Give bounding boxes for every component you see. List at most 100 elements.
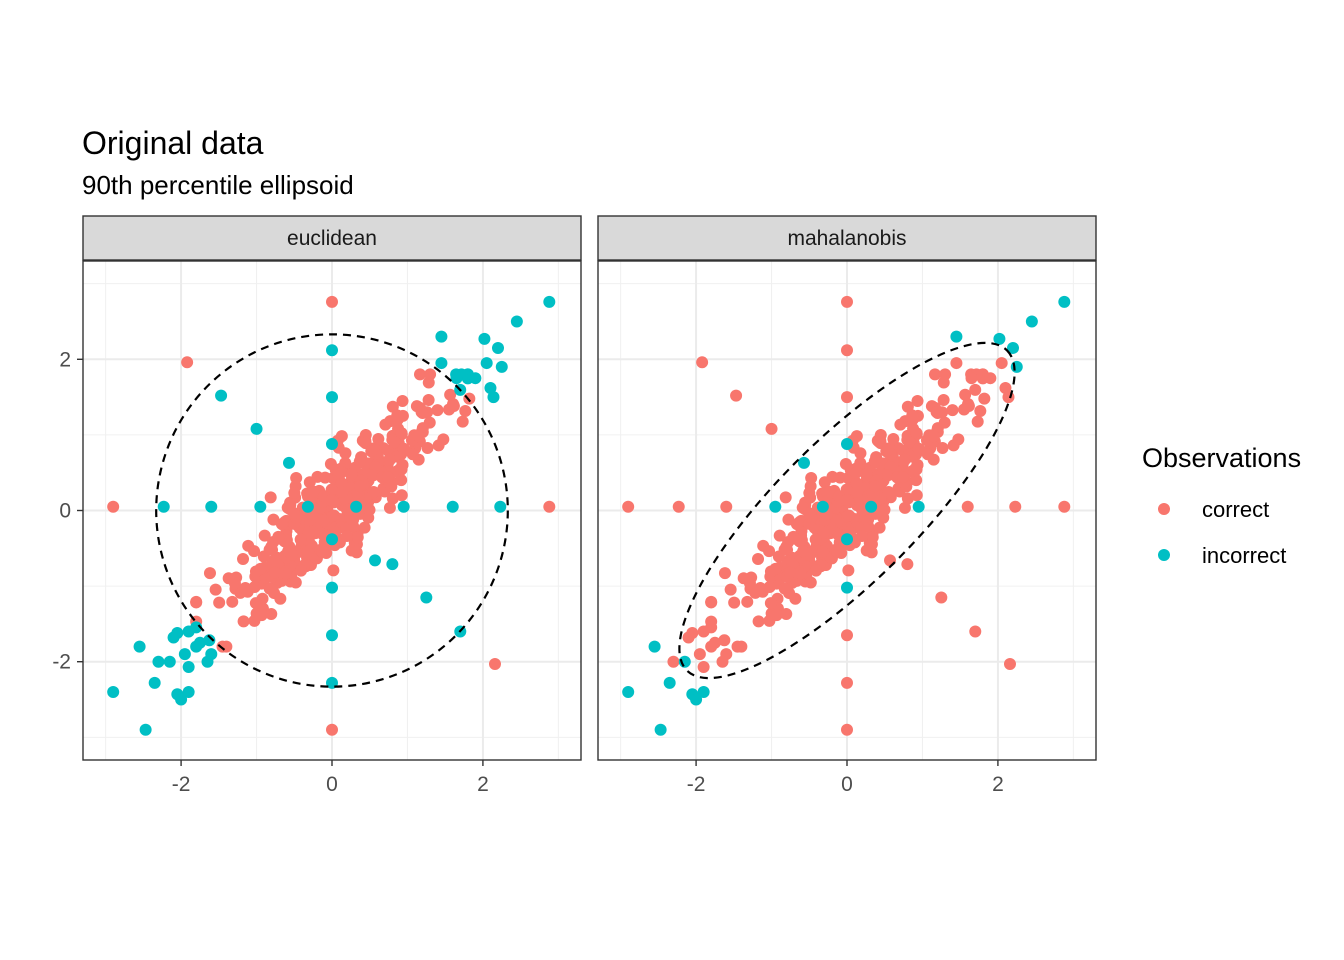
data-point-incorrect [622, 685, 635, 698]
data-point-incorrect [654, 723, 667, 736]
data-point-correct [327, 564, 340, 577]
data-point-correct [326, 295, 338, 308]
data-point-correct [463, 392, 476, 405]
data-point-correct [365, 445, 378, 458]
data-point-incorrect [492, 341, 504, 354]
data-point-incorrect [326, 533, 338, 546]
data-point-incorrect [282, 456, 295, 469]
data-point-correct [255, 609, 268, 622]
data-point-correct [395, 489, 408, 502]
data-point-correct [770, 609, 783, 622]
data-point-correct [850, 466, 863, 479]
data-point-correct [264, 491, 277, 504]
data-point-correct [804, 576, 817, 589]
panel-mahalanobis: mahalanobis -2 0 2 [597, 215, 1097, 796]
data-point-correct [842, 509, 855, 522]
data-point-incorrect [663, 676, 676, 689]
data-point-incorrect [435, 330, 448, 343]
data-point-correct [950, 357, 963, 370]
data-point-correct [367, 485, 380, 498]
data-point-incorrect [993, 332, 1006, 345]
data-point-correct [841, 344, 853, 357]
data-point-correct [780, 608, 793, 621]
data-point-incorrect [1025, 315, 1038, 328]
data-point-correct [765, 422, 778, 435]
chart-title: Original data [82, 125, 264, 161]
data-point-correct [237, 615, 250, 628]
data-point-incorrect [167, 631, 180, 644]
data-point-correct [353, 480, 366, 493]
data-point-incorrect [480, 357, 493, 370]
data-point-correct [290, 471, 303, 484]
data-point-correct [697, 661, 710, 674]
x-tick-label: -2 [172, 773, 191, 796]
data-point-correct [826, 470, 839, 483]
data-point-correct [326, 723, 338, 736]
data-point-correct [935, 591, 948, 604]
data-point-correct [841, 676, 853, 689]
y-axis: -2 0 2 [52, 348, 83, 674]
data-point-correct [413, 368, 426, 381]
data-point-incorrect [495, 360, 508, 373]
data-point-incorrect [543, 295, 556, 308]
x-tick-label: 2 [477, 773, 489, 796]
data-point-correct [431, 404, 444, 417]
data-point-incorrect [478, 332, 491, 345]
data-point-correct [841, 629, 853, 642]
data-point-correct [778, 582, 791, 595]
data-point-correct [817, 526, 830, 539]
data-point-correct [939, 368, 952, 381]
data-point-correct [351, 531, 364, 544]
strip-mahalanobis [597, 215, 1097, 261]
data-point-correct [412, 430, 425, 443]
data-point-incorrect [697, 685, 710, 698]
data-point-correct [841, 295, 853, 308]
data-point-correct [851, 486, 864, 499]
data-point-correct [802, 507, 815, 520]
data-point-correct [263, 543, 276, 556]
data-point-correct [1003, 657, 1016, 670]
data-point-correct [969, 383, 982, 396]
data-point-incorrect [163, 655, 176, 668]
x-tick-label: -2 [687, 773, 706, 796]
data-point-correct [335, 466, 348, 479]
data-point-incorrect [326, 629, 338, 642]
data-point-correct [682, 631, 695, 644]
data-point-correct [873, 521, 886, 534]
data-point-correct [797, 545, 810, 558]
data-point-correct [421, 442, 434, 455]
data-point-correct [716, 655, 729, 668]
legend: Observations correct incorrect [1142, 443, 1301, 568]
data-point-incorrect [487, 391, 500, 404]
data-point-incorrect [254, 500, 267, 513]
data-point-correct [884, 554, 897, 567]
data-point-correct [381, 471, 394, 484]
data-point-incorrect [350, 500, 363, 513]
data-point-correct [345, 544, 358, 557]
data-point-correct [415, 405, 428, 418]
data-point-incorrect [1007, 341, 1019, 354]
data-point-incorrect [205, 500, 218, 513]
data-point-correct [397, 442, 410, 455]
data-point-correct [437, 433, 450, 446]
data-point-correct [358, 521, 371, 534]
data-point-correct [783, 566, 796, 579]
data-point-correct [850, 477, 863, 490]
data-point-incorrect [769, 500, 782, 513]
data-point-correct [274, 592, 287, 605]
panel-euclidean: euclidean -2 0 2 -2 0 2 [52, 215, 582, 796]
data-point-correct [763, 580, 776, 593]
x-tick-label: 0 [841, 773, 853, 796]
data-point-correct [961, 500, 974, 513]
legend-key-correct [1158, 503, 1170, 515]
data-point-correct [353, 455, 366, 468]
data-point-correct [752, 553, 765, 566]
data-point-incorrect [469, 372, 482, 385]
data-point-correct [459, 404, 472, 417]
data-point-correct [444, 388, 457, 401]
data-point-correct [696, 356, 709, 369]
data-point-correct [912, 442, 925, 455]
data-point-correct [622, 500, 635, 513]
data-point-correct [394, 462, 407, 475]
